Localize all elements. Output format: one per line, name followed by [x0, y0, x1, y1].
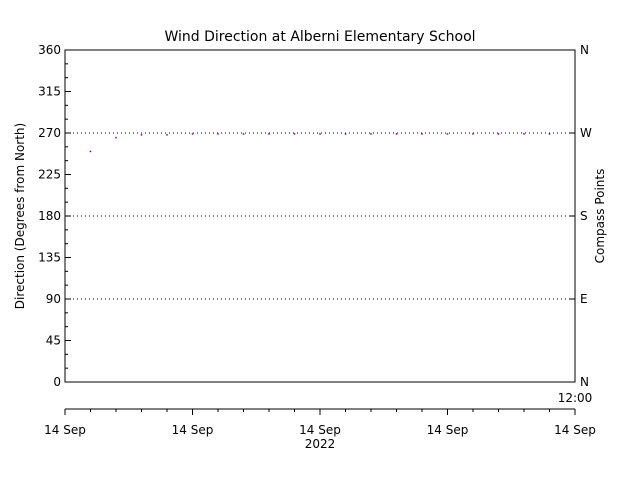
- x-tick-label: 14 Sep: [554, 423, 596, 437]
- data-point: [166, 134, 168, 136]
- data-point: [395, 133, 398, 135]
- y-tick-label: 45: [46, 334, 61, 348]
- y-tick-label: 315: [38, 85, 61, 99]
- y-axis-label: Direction (Degrees from North): [13, 123, 27, 309]
- y2-axis-label: Compass Points: [593, 169, 607, 264]
- y-tick-label: 135: [38, 251, 61, 265]
- data-point: [319, 133, 321, 135]
- x-tick-label: 14 Sep: [172, 423, 214, 437]
- data-point: [89, 150, 92, 153]
- data-point: [242, 133, 245, 135]
- data-point: [115, 136, 117, 139]
- data-point: [523, 133, 525, 135]
- data-point: [370, 133, 372, 135]
- data-point: [140, 134, 143, 136]
- x-tick-label: 14 Sep: [44, 423, 86, 437]
- x-tick-label: 14 Sep: [427, 423, 469, 437]
- data-point: [446, 133, 449, 135]
- y-tick-label: 360: [38, 43, 61, 57]
- right-axis: N E S W N: [569, 43, 592, 389]
- time-axis: 14 Sep 14 Sep 14 Sep 14 Sep 14 Sep: [44, 408, 596, 437]
- compass-tick-label: N: [580, 43, 589, 57]
- y-tick-label: 225: [38, 168, 61, 182]
- data-points: [89, 133, 551, 153]
- compass-tick-label: N: [580, 375, 589, 389]
- x-time-label: 12:00: [558, 391, 593, 405]
- left-axis: 0 45 90 135 180 225 270 315 360: [38, 43, 71, 389]
- data-point: [548, 133, 551, 135]
- y-tick-label: 0: [53, 375, 61, 389]
- gridlines: [65, 132, 575, 300]
- data-point: [344, 133, 347, 135]
- data-point: [421, 133, 423, 135]
- data-point: [191, 133, 194, 135]
- data-point: [293, 133, 296, 135]
- x-year-label: 2022: [305, 437, 336, 451]
- data-point: [268, 133, 270, 135]
- compass-tick-label: W: [580, 126, 592, 140]
- x-tick-label: 14 Sep: [299, 423, 341, 437]
- compass-tick-label: S: [580, 209, 588, 223]
- data-point: [472, 133, 474, 135]
- y-tick-label: 180: [38, 209, 61, 223]
- data-point: [497, 133, 500, 135]
- y-tick-label: 90: [46, 292, 61, 306]
- compass-tick-label: E: [580, 292, 588, 306]
- data-point: [217, 133, 219, 135]
- chart-title: Wind Direction at Alberni Elementary Sch…: [164, 29, 475, 45]
- y-tick-label: 270: [38, 126, 61, 140]
